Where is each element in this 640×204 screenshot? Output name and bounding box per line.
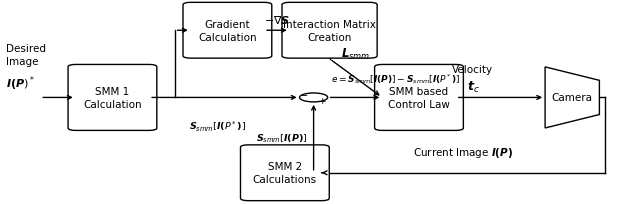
Text: Desired
Image: Desired Image [6, 44, 46, 67]
Text: $\boldsymbol{S}_{smm}[\boldsymbol{I(P^*)}]$: $\boldsymbol{S}_{smm}[\boldsymbol{I(P^*)… [189, 119, 246, 133]
Text: Camera: Camera [552, 93, 593, 103]
Text: $\boldsymbol{L}_{smm}$: $\boldsymbol{L}_{smm}$ [341, 46, 371, 61]
Text: $e = \boldsymbol{S}_{smm}[\boldsymbol{I(P)}] - \boldsymbol{S}_{smm}[\boldsymbol{: $e = \boldsymbol{S}_{smm}[\boldsymbol{I(… [331, 72, 460, 86]
FancyBboxPatch shape [183, 3, 272, 59]
Text: $-\nabla \boldsymbol{S}$: $-\nabla \boldsymbol{S}$ [264, 14, 290, 26]
Text: $\boldsymbol{I(P)^*}$: $\boldsymbol{I(P)^*}$ [6, 74, 35, 93]
Text: $\boldsymbol{S}_{smm}[\boldsymbol{I(P)}]$: $\boldsymbol{S}_{smm}[\boldsymbol{I(P)}]… [256, 131, 307, 144]
Text: SMM 2
Calculations: SMM 2 Calculations [253, 162, 317, 184]
Text: Gradient
Calculation: Gradient Calculation [198, 20, 257, 42]
Text: SMM based
Control Law: SMM based Control Law [388, 87, 450, 109]
FancyBboxPatch shape [68, 65, 157, 131]
FancyBboxPatch shape [374, 65, 463, 131]
Text: +: + [317, 96, 325, 105]
Text: Interaction Matrix
Creation: Interaction Matrix Creation [283, 20, 376, 42]
Polygon shape [545, 68, 600, 128]
Text: −: − [300, 91, 308, 101]
Text: SMM 1
Calculation: SMM 1 Calculation [83, 87, 142, 109]
FancyBboxPatch shape [241, 145, 329, 201]
FancyBboxPatch shape [282, 3, 377, 59]
Text: $\boldsymbol{t}_c$: $\boldsymbol{t}_c$ [467, 79, 479, 94]
Circle shape [300, 93, 328, 102]
Text: Velocity: Velocity [452, 65, 493, 74]
Text: Current Image $\boldsymbol{I(P)}$: Current Image $\boldsymbol{I(P)}$ [413, 146, 513, 160]
